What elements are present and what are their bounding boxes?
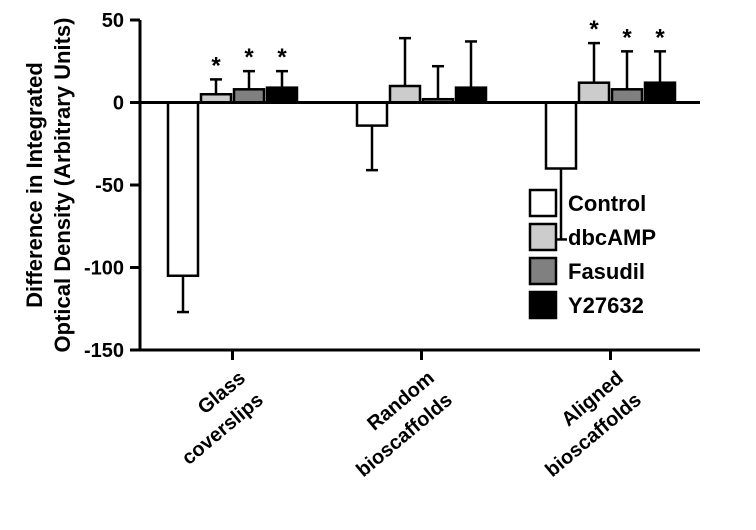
sig-glass-y27632: * xyxy=(277,44,287,71)
bar-random-dbcamp xyxy=(390,86,420,103)
bar-glass-fasudil xyxy=(234,89,264,102)
chart-svg: -150 -100 -50 0 50 Difference in IntegratedOp… xyxy=(0,0,756,530)
legend-label-control: Control xyxy=(568,191,646,216)
legend-label-fasudil: Fasudil xyxy=(568,259,645,284)
sig-aligned-fasudil: * xyxy=(622,24,632,51)
legend-swatch-dbcamp xyxy=(530,224,556,250)
legend-swatch-fasudil xyxy=(530,258,556,284)
y-tick-label: -150 xyxy=(84,340,124,362)
y-tick-label: 0 xyxy=(113,93,124,115)
y-tick-label: -100 xyxy=(84,258,124,280)
bar-aligned-y27632 xyxy=(645,83,675,103)
sig-glass-fasudil: * xyxy=(244,44,254,71)
legend-swatch-y27632 xyxy=(530,292,556,318)
sig-aligned-dbcamp: * xyxy=(589,16,599,43)
legend-label-dbcamp: dbcAMP xyxy=(568,225,656,250)
legend-label-y27632: Y27632 xyxy=(568,293,644,318)
y-axis-title-line1: Difference in Integrated xyxy=(22,62,47,308)
sig-aligned-y27632: * xyxy=(655,24,665,51)
sig-glass-dbcamp: * xyxy=(211,52,221,79)
bar-glass-control xyxy=(168,103,198,276)
bar-aligned-fasudil xyxy=(612,89,642,102)
y-axis-title-line2: Optical Density (Arbitrary Units) xyxy=(50,18,75,353)
bar-random-control xyxy=(357,103,387,126)
legend-swatch-control xyxy=(530,190,556,216)
y-tick-label: -50 xyxy=(95,175,124,197)
bar-glass-y27632 xyxy=(267,88,297,103)
bar-aligned-control xyxy=(546,103,576,169)
bar-aligned-dbcamp xyxy=(579,83,609,103)
bar-random-y27632 xyxy=(456,88,486,103)
y-tick-label: 50 xyxy=(102,10,124,32)
